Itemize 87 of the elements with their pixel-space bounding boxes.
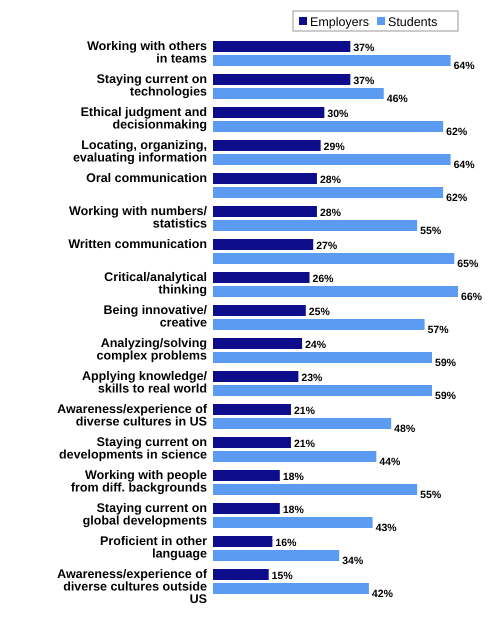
data-label: 48% [394,423,416,435]
data-label: 59% [435,357,457,369]
bar [213,517,373,528]
bar [213,55,451,66]
y-tick-label: Awareness/experience of diverse cultures in US [57,402,208,428]
y-tick-label: Working with people from diff. backgrounds [70,468,208,494]
data-label: 62% [446,192,468,204]
y-tick-label: Proficient in other language [100,534,208,560]
data-label: 18% [282,504,304,516]
bar [213,88,384,99]
bar [213,583,369,594]
bar [213,484,418,495]
data-label: 16% [275,537,298,549]
bar [213,536,272,547]
data-label: 43% [376,522,398,534]
y-tick-label: Critical/analytical thinking [104,270,207,296]
y-tick-label: Staying current on global developments [82,501,208,528]
data-label: 37% [353,75,376,87]
y-tick-label: Being innovative/ creative [104,303,208,330]
bar [213,371,298,382]
bar [213,418,392,429]
data-label: 29% [324,141,346,153]
bar [213,437,291,448]
y-tick-label: Awareness/experience of diverse cultures outside US [57,567,208,606]
bar [213,187,444,198]
y-tick-label: Working with others in teams [87,39,208,66]
data-label: 62% [446,126,468,138]
bar [213,173,317,184]
y-tick-label: Oral communication [86,171,207,185]
data-label: 30% [327,108,350,120]
bar [213,470,280,481]
data-label: 37% [353,42,376,54]
bar [213,503,280,514]
data-label: 34% [342,555,364,567]
data-label: 64% [454,159,476,171]
data-label: 24% [305,339,327,351]
y-tick-label: Ethical judgment and decisionmaking [80,105,207,132]
bar [213,550,340,561]
bar [213,107,324,118]
data-label: 46% [386,93,408,105]
data-label: 57% [428,324,450,336]
bar [213,352,432,363]
data-label: 28% [320,174,342,186]
data-label: 21% [294,438,316,450]
y-tick-label: Staying current on developments in science [59,435,208,462]
bar [213,121,444,132]
data-label: 64% [454,60,476,72]
bar [213,305,306,316]
data-label: 66% [461,291,483,303]
data-label: 65% [457,258,479,270]
bar [213,41,350,52]
bar [213,140,321,151]
bar [213,338,302,349]
bar [213,220,418,231]
legend-label: Students [388,15,438,29]
data-label: 18% [282,471,304,483]
data-label: 42% [372,588,394,600]
y-tick-label: Analyzing/solving complex problems [96,336,208,362]
bar [213,74,350,85]
data-label: 55% [420,489,442,501]
y-tick-label: Written communication [68,237,207,251]
data-label: 21% [294,405,316,417]
bar [213,206,317,217]
data-label: 26% [312,273,334,285]
data-label: 55% [420,225,442,237]
bar [213,272,310,283]
data-label: 27% [316,240,338,252]
y-tick-label: Working with numbers/ statistics [69,204,208,230]
data-label: 15% [272,570,294,582]
data-label: 59% [435,390,457,402]
data-label: 25% [308,306,330,318]
data-label: 44% [379,456,402,468]
data-label: 23% [301,372,324,384]
y-tick-label: Staying current on technologies [96,72,208,98]
bar [213,239,314,250]
bar [213,569,269,580]
bar [213,451,376,462]
y-tick-label: Applying knowledge/ skills to real world [82,369,208,396]
bar [213,404,291,415]
bar [213,253,454,264]
bar [213,385,432,396]
bar [213,154,451,165]
legend-label: Employers [310,15,370,29]
bar [213,319,425,330]
y-tick-label: Locating, organizing, evaluating information [72,138,207,164]
data-label: 28% [320,207,342,219]
bar [213,286,458,297]
